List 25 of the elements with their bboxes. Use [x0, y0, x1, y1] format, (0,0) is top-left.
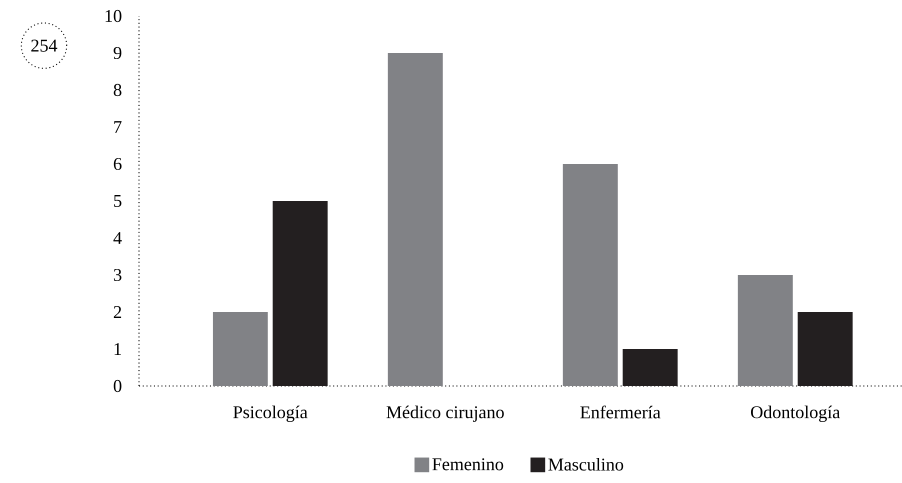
bar [562, 164, 618, 386]
y-tick-label: 6 [114, 158, 122, 170]
y-tick-label: 8 [114, 84, 122, 96]
legend-label: Femenino [432, 458, 504, 470]
y-tick-label: 7 [114, 121, 122, 133]
y-tick-label: 3 [114, 268, 122, 282]
bar [272, 201, 328, 386]
y-tick-label: 1 [114, 343, 121, 355]
bar [622, 349, 678, 386]
bar [738, 275, 793, 386]
y-tick-label: 4 [113, 232, 122, 244]
y-tick-label: 9 [114, 46, 122, 60]
x-tick-label: Odontología [750, 406, 840, 422]
text: 254 [31, 40, 58, 52]
y-tick-label: 2 [114, 306, 122, 318]
y-tick-label: 0 [114, 380, 122, 392]
x-tick-label: Enfermería [580, 406, 660, 418]
y-tick-label: 5 [114, 195, 122, 207]
bar [212, 312, 268, 386]
x-tick-label: Médico cirujano [386, 406, 504, 422]
y-tick-label: 10 [106, 10, 122, 22]
bar [798, 312, 853, 386]
x-tick-label: Psicología [233, 406, 308, 422]
legend-label: Masculino [548, 458, 624, 471]
bar [388, 53, 443, 386]
